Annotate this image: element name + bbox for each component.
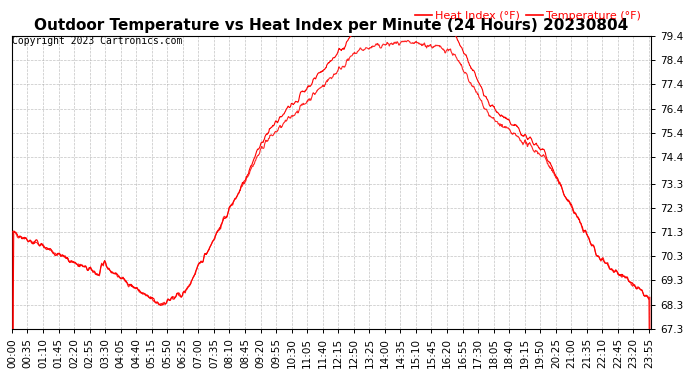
Text: Copyright 2023 Cartronics.com: Copyright 2023 Cartronics.com [12,36,182,46]
Legend: Heat Index (°F), Temperature (°F): Heat Index (°F), Temperature (°F) [411,6,645,26]
Title: Outdoor Temperature vs Heat Index per Minute (24 Hours) 20230804: Outdoor Temperature vs Heat Index per Mi… [34,18,629,33]
